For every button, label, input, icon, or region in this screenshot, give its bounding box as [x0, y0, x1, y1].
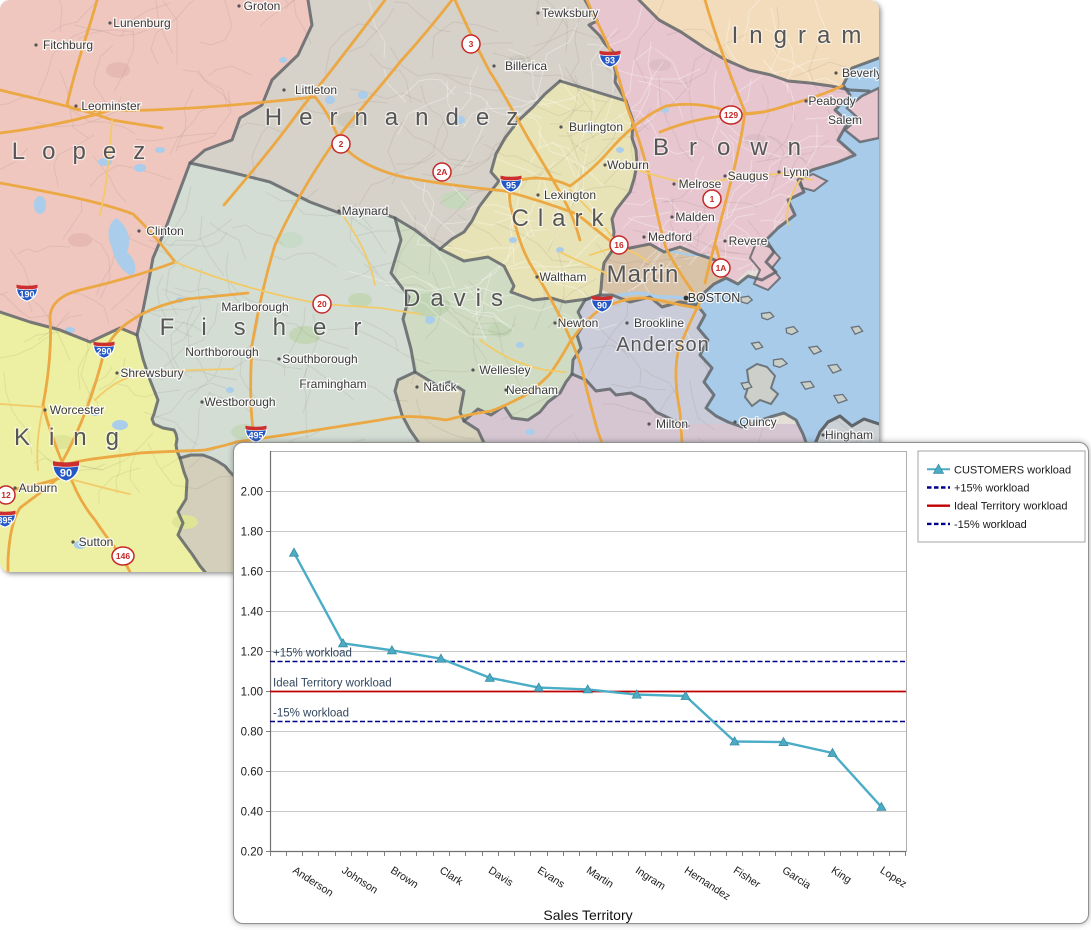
svg-text:King: King: [14, 424, 138, 451]
svg-text:Fitchburg: Fitchburg: [43, 38, 93, 52]
svg-text:3: 3: [469, 39, 474, 49]
svg-text:Beverly: Beverly: [842, 66, 879, 80]
svg-text:20: 20: [317, 299, 327, 309]
svg-text:1.20: 1.20: [241, 647, 263, 659]
svg-text:Lynn: Lynn: [783, 165, 809, 179]
svg-text:Malden: Malden: [675, 210, 714, 224]
svg-text:CUSTOMERS workload: CUSTOMERS workload: [954, 464, 1071, 476]
svg-text:Sales Territory: Sales Territory: [543, 907, 632, 923]
svg-text:+15% workload: +15% workload: [954, 483, 1030, 495]
svg-text:16: 16: [614, 240, 624, 250]
svg-text:Hernandez: Hernandez: [265, 104, 535, 131]
svg-text:Maynard: Maynard: [342, 204, 389, 218]
svg-text:Littleton: Littleton: [295, 83, 337, 97]
svg-text:Martin: Martin: [607, 261, 680, 288]
svg-text:0.40: 0.40: [241, 807, 263, 819]
svg-text:Woburn: Woburn: [607, 158, 649, 172]
svg-text:Brown: Brown: [653, 134, 821, 161]
svg-text:Medford: Medford: [648, 230, 692, 244]
svg-text:Groton: Groton: [244, 0, 281, 13]
svg-text:Waltham: Waltham: [540, 270, 587, 284]
svg-text:Westborough: Westborough: [204, 395, 275, 409]
svg-text:Johnson: Johnson: [339, 864, 379, 896]
svg-text:1.40: 1.40: [241, 607, 263, 619]
svg-text:Auburn: Auburn: [19, 481, 58, 495]
svg-text:90: 90: [60, 468, 72, 480]
svg-text:Fisher: Fisher: [731, 864, 763, 890]
svg-text:Clark: Clark: [437, 864, 465, 888]
svg-text:Brown: Brown: [388, 864, 420, 891]
svg-text:Hingham: Hingham: [825, 428, 873, 442]
svg-text:Saugus: Saugus: [728, 169, 769, 183]
svg-text:395: 395: [0, 516, 13, 526]
svg-text:Clinton: Clinton: [146, 224, 183, 238]
svg-text:Anderson: Anderson: [290, 864, 335, 899]
svg-text:Ideal Territory workload: Ideal Territory workload: [273, 678, 392, 690]
svg-text:290: 290: [96, 347, 111, 357]
svg-text:Billerica: Billerica: [505, 59, 547, 73]
svg-text:1.80: 1.80: [241, 527, 263, 539]
svg-text:Fisher: Fisher: [160, 314, 389, 341]
svg-text:Garcia: Garcia: [780, 864, 813, 891]
svg-text:Revere: Revere: [729, 234, 768, 248]
svg-text:Southborough: Southborough: [282, 352, 357, 366]
svg-text:Anderson: Anderson: [616, 334, 710, 356]
svg-text:Natick: Natick: [423, 380, 457, 394]
svg-text:Milton: Milton: [656, 417, 688, 431]
svg-text:Hernandez: Hernandez: [682, 864, 732, 903]
svg-text:Peabody: Peabody: [808, 94, 855, 108]
svg-text:190: 190: [19, 290, 34, 300]
svg-text:Worcester: Worcester: [50, 403, 104, 417]
svg-text:Martin: Martin: [584, 864, 615, 890]
svg-text:1.60: 1.60: [241, 567, 263, 579]
svg-text:Northborough: Northborough: [185, 345, 258, 359]
svg-text:0.80: 0.80: [241, 727, 263, 739]
svg-text:1: 1: [710, 194, 715, 204]
svg-text:1.00: 1.00: [241, 687, 263, 699]
svg-text:Ingram: Ingram: [732, 22, 873, 49]
svg-text:Davis: Davis: [486, 864, 515, 889]
svg-text:Lopez: Lopez: [878, 864, 909, 890]
svg-text:146: 146: [116, 551, 130, 561]
svg-text:Tewksbury: Tewksbury: [542, 6, 599, 20]
svg-text:Davis: Davis: [403, 285, 513, 312]
svg-text:-15% workload: -15% workload: [954, 519, 1027, 531]
svg-text:Framingham: Framingham: [299, 377, 366, 391]
svg-text:Quincy: Quincy: [739, 415, 776, 429]
svg-text:King: King: [829, 864, 854, 886]
svg-text:Lopez: Lopez: [12, 138, 162, 165]
svg-text:1A: 1A: [716, 263, 727, 273]
svg-text:Wellesley: Wellesley: [479, 363, 530, 377]
svg-text:BOSTON: BOSTON: [688, 291, 741, 305]
svg-text:Evans: Evans: [535, 864, 566, 890]
svg-text:Leominster: Leominster: [81, 99, 140, 113]
svg-text:Needham: Needham: [506, 383, 558, 397]
svg-text:Clark: Clark: [511, 205, 612, 232]
svg-text:0.60: 0.60: [241, 767, 263, 779]
svg-text:Brookline: Brookline: [634, 316, 684, 330]
svg-text:Sutton: Sutton: [79, 535, 114, 549]
svg-text:495: 495: [248, 431, 263, 441]
svg-text:Newton: Newton: [558, 316, 599, 330]
svg-text:2: 2: [339, 139, 344, 149]
svg-text:-15% workload: -15% workload: [273, 708, 349, 720]
svg-text:Salem: Salem: [828, 113, 862, 127]
svg-text:+15% workload: +15% workload: [273, 648, 352, 660]
svg-text:Shrewsbury: Shrewsbury: [120, 366, 183, 380]
svg-text:129: 129: [724, 110, 738, 120]
svg-text:Burlington: Burlington: [569, 120, 623, 134]
svg-text:0.20: 0.20: [241, 847, 263, 859]
svg-text:Ingram: Ingram: [633, 864, 668, 892]
svg-text:90: 90: [597, 301, 607, 311]
svg-text:Lexington: Lexington: [544, 188, 596, 202]
svg-text:2.00: 2.00: [241, 487, 263, 499]
svg-text:Ideal Territory workload: Ideal Territory workload: [954, 501, 1068, 513]
svg-text:95: 95: [506, 181, 516, 191]
svg-text:Lunenburg: Lunenburg: [113, 16, 170, 30]
svg-text:12: 12: [1, 490, 11, 500]
svg-text:Melrose: Melrose: [679, 177, 722, 191]
svg-text:2A: 2A: [437, 167, 448, 177]
svg-text:Marlborough: Marlborough: [221, 300, 288, 314]
svg-text:93: 93: [605, 56, 615, 66]
